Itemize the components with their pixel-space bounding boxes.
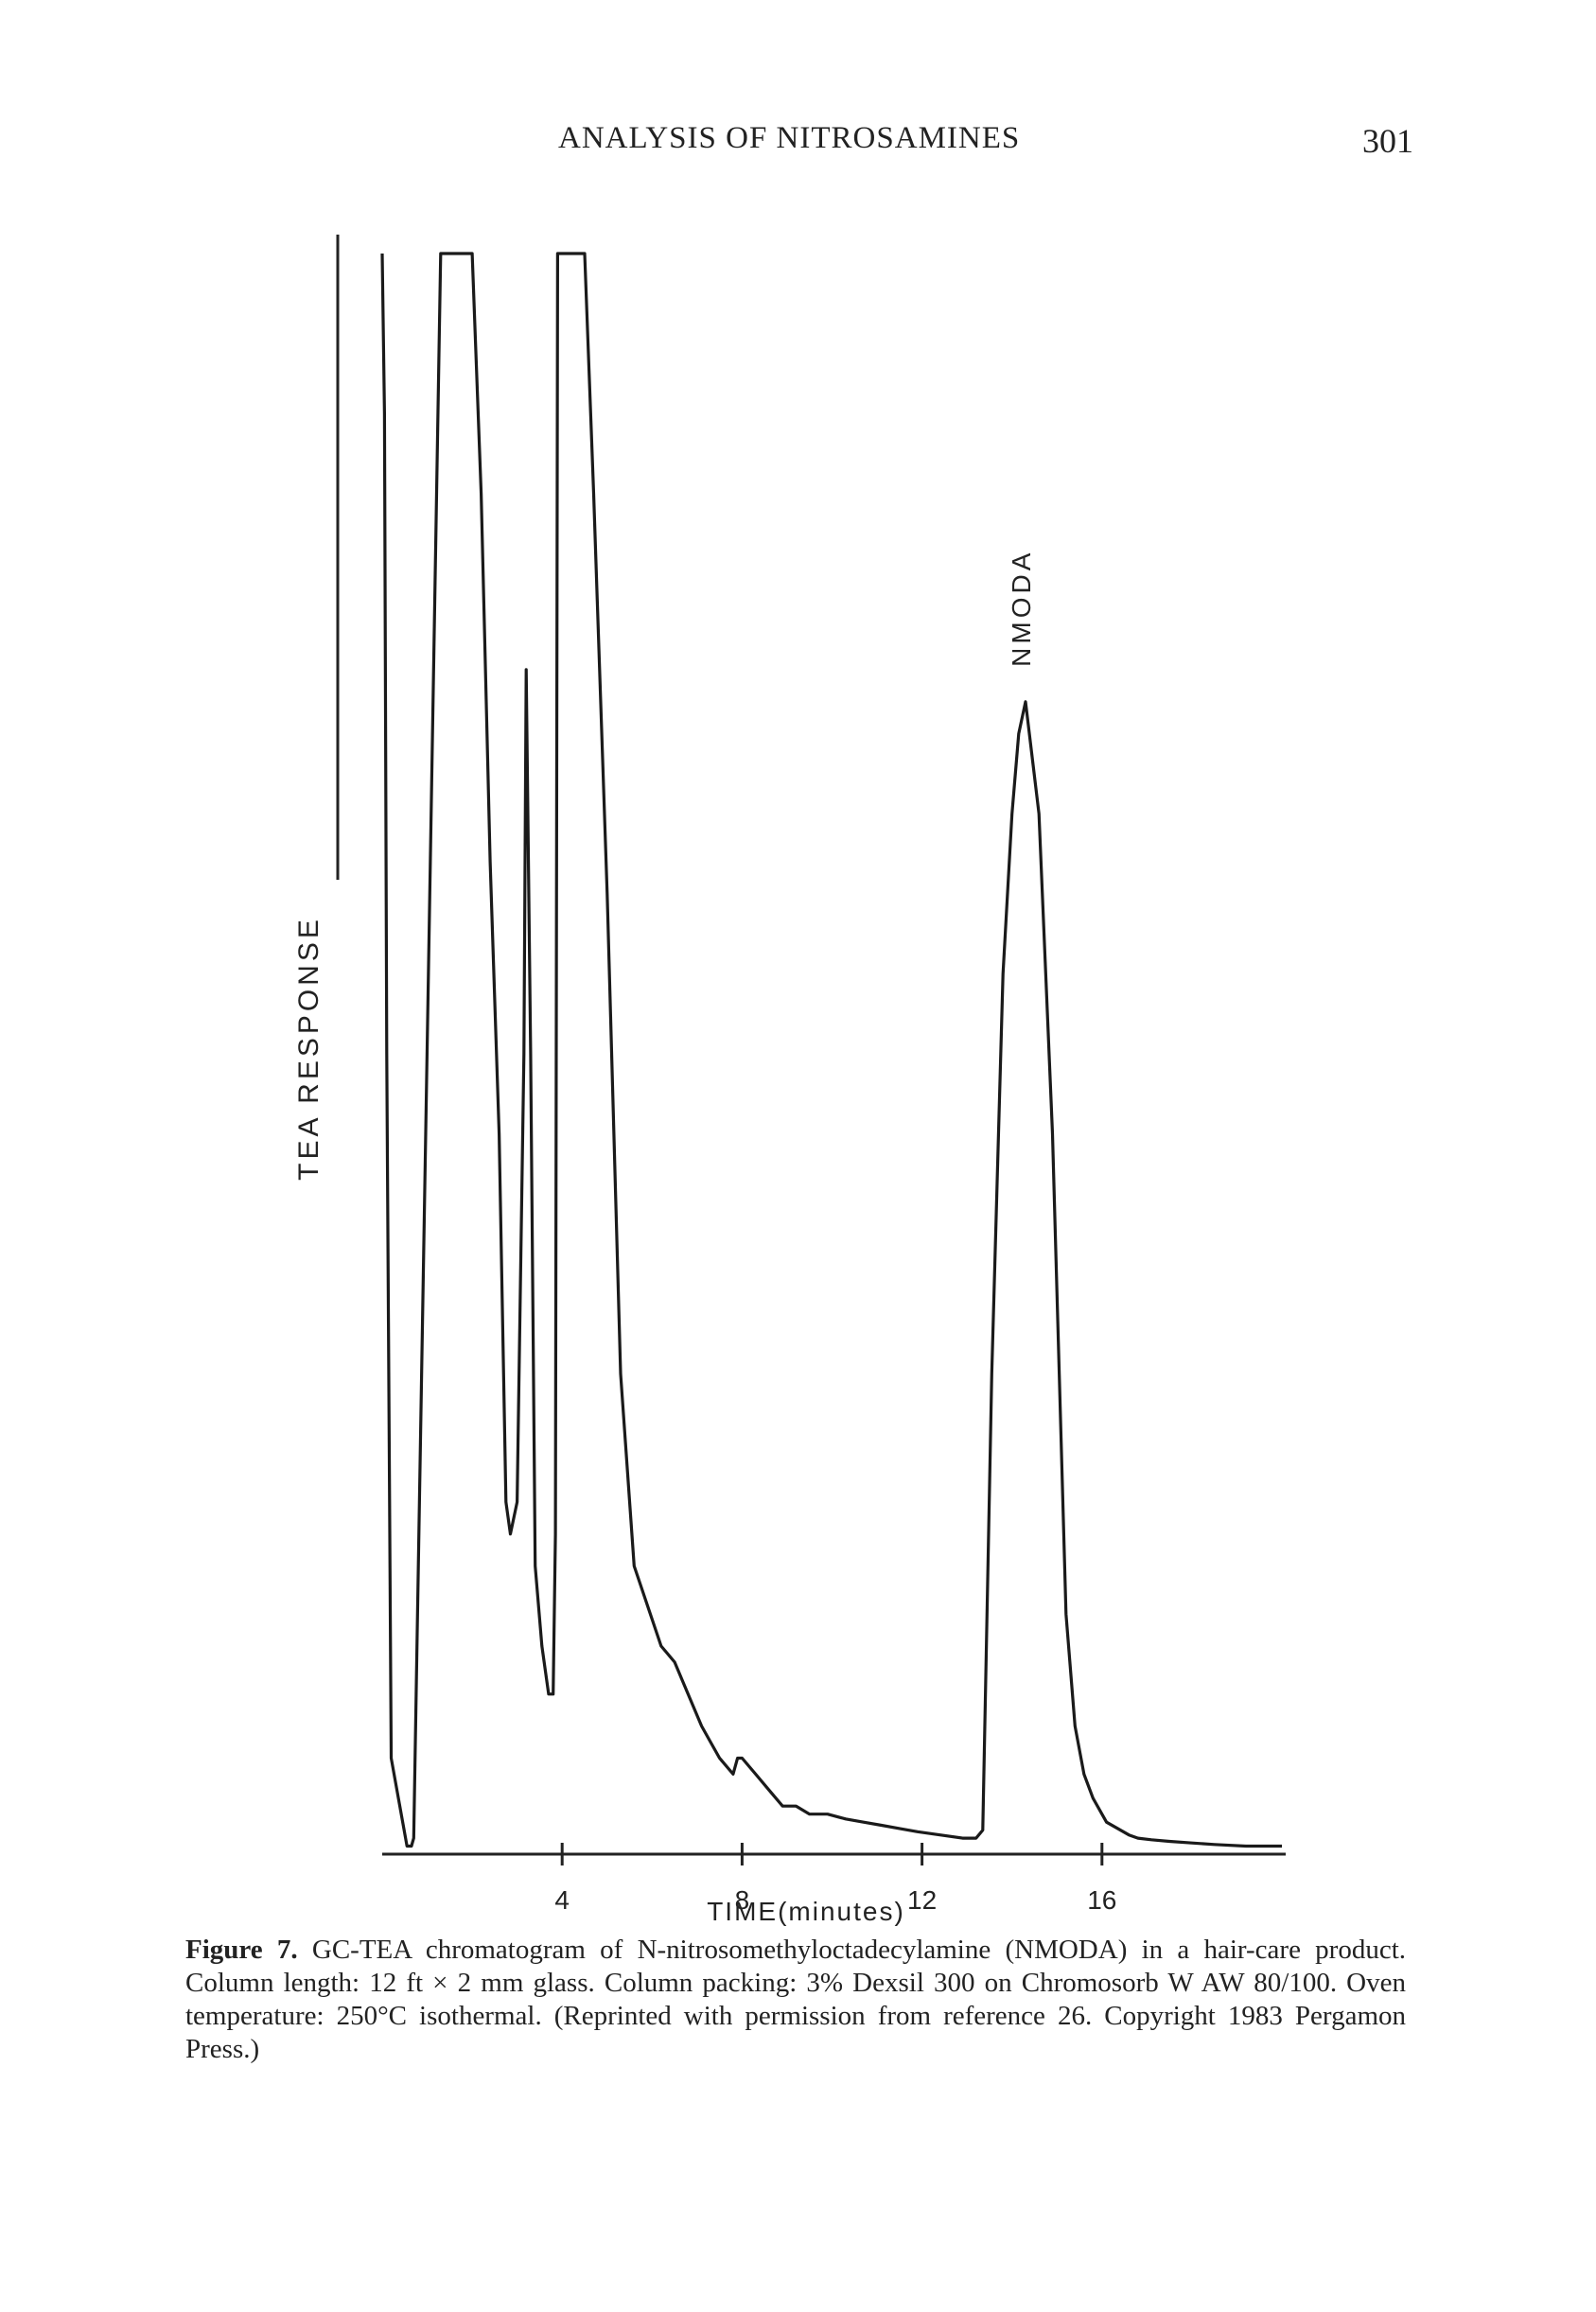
chromatogram-trace: [380, 252, 1282, 1848]
page-number: 301: [1362, 122, 1413, 160]
x-tick-label-16: 16: [1087, 1885, 1116, 1915]
peak-label-nmoda: NMODA: [1007, 550, 1036, 667]
x-tick-label-4: 4: [554, 1885, 570, 1915]
running-head-title: ANALYSIS OF NITROSAMINES: [558, 121, 1021, 155]
x-tick-label-8: 8: [735, 1885, 750, 1915]
x-axis-ticks: 4 8 12 16: [554, 1843, 1116, 1915]
figure-caption: Figure 7. GC-TEA chromatogram of N-nitro…: [185, 1934, 1406, 2066]
x-axis-label: TIME(minutes): [707, 1897, 905, 1926]
x-tick-label-12: 12: [907, 1885, 937, 1915]
chromatogram-chart: 4 8 12 16 TEA RESPONSE TIME(minutes) NMODA: [293, 235, 1286, 1926]
caption-label: Figure 7.: [185, 1935, 298, 1965]
caption-text: GC-TEA chromatogram of N-nitrosomethyloc…: [185, 1935, 1407, 2064]
y-axis-label: TEA RESPONSE: [293, 916, 324, 1181]
